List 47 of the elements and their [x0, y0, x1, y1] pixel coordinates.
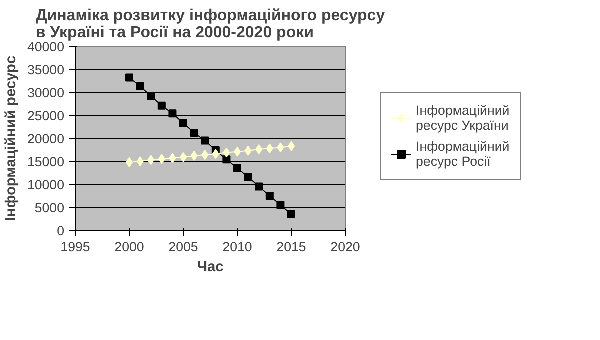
x-tick-label: 2000 — [114, 240, 144, 254]
y-tick-label: 35000 — [27, 62, 64, 78]
x-tick-label: 2015 — [276, 240, 306, 254]
y-tick-label: 5000 — [34, 200, 65, 216]
y-tick-label: 0 — [57, 224, 65, 238]
point — [190, 150, 198, 161]
y-tick-label: 30000 — [27, 86, 64, 100]
point — [158, 102, 166, 110]
legend-label: Інформаційний ресурс Росії — [416, 139, 510, 169]
y-tick-label: 15000 — [27, 154, 64, 170]
point — [266, 144, 274, 154]
x-tick-label: 2020 — [330, 240, 360, 254]
point — [148, 155, 155, 166]
point — [266, 192, 274, 200]
y-tick-label: 40000 — [27, 40, 64, 54]
point — [168, 110, 177, 118]
point — [256, 144, 263, 155]
point — [136, 156, 144, 166]
point — [126, 74, 134, 82]
point — [244, 173, 252, 182]
point — [222, 156, 231, 164]
legend-label: Інформаційний ресурс України — [416, 103, 510, 133]
point — [136, 82, 144, 91]
y-tick-label: 10000 — [27, 178, 64, 192]
y-tick-label: 25000 — [27, 108, 64, 124]
point — [190, 128, 198, 137]
point — [212, 149, 220, 160]
x-tick-label: 2010 — [222, 240, 252, 254]
chart-title: Динаміка розвитку інформаційного ресурсу в Україні та Росії на 2000-2020 роки — [36, 8, 386, 42]
point — [288, 210, 296, 218]
y-axis-title: Інформаційний ресурс — [3, 56, 20, 222]
point — [277, 142, 284, 153]
point — [169, 153, 176, 164]
point — [158, 154, 166, 164]
point — [276, 201, 285, 210]
x-tick-label: 1995 — [60, 240, 90, 254]
point — [244, 146, 252, 156]
x-axis-title: Час — [197, 260, 224, 276]
point — [201, 136, 210, 145]
point — [223, 148, 230, 158]
point — [234, 164, 242, 172]
x-tick-label: 2005 — [168, 240, 198, 254]
point — [147, 92, 156, 100]
point — [202, 150, 209, 160]
y-tick-label: 20000 — [27, 132, 64, 146]
point — [255, 182, 264, 191]
point — [180, 119, 188, 128]
